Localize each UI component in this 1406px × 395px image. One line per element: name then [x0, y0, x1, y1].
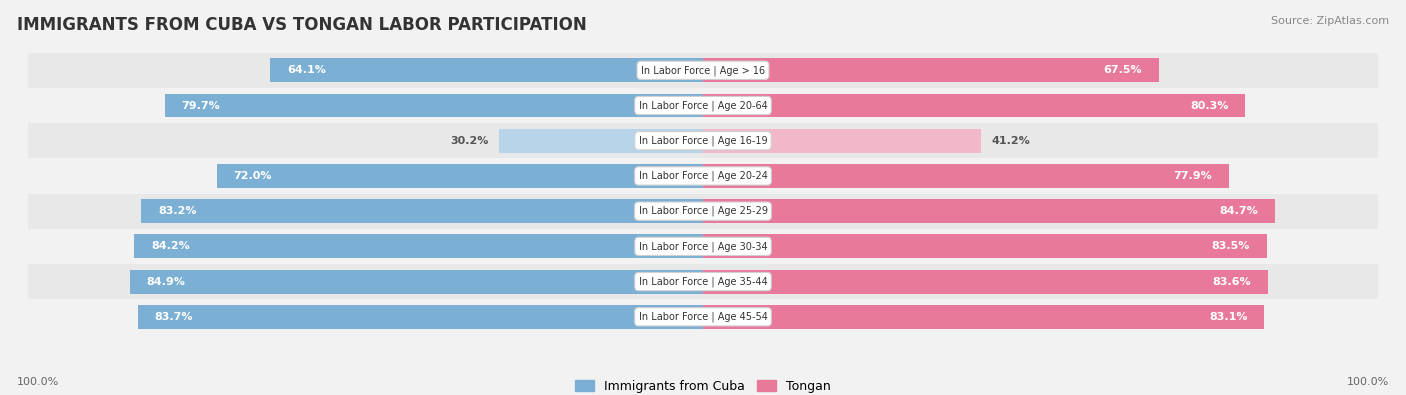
Bar: [138, 305, 703, 329]
Bar: [28, 123, 1378, 158]
Text: Source: ZipAtlas.com: Source: ZipAtlas.com: [1271, 16, 1389, 26]
Text: 72.0%: 72.0%: [233, 171, 273, 181]
Text: 100.0%: 100.0%: [17, 377, 59, 387]
Bar: [28, 299, 1378, 335]
Bar: [28, 229, 1378, 264]
Bar: [499, 129, 703, 153]
Bar: [703, 234, 1267, 258]
Bar: [28, 158, 1378, 194]
Bar: [217, 164, 703, 188]
Legend: Immigrants from Cuba, Tongan: Immigrants from Cuba, Tongan: [571, 375, 835, 395]
Text: In Labor Force | Age 20-64: In Labor Force | Age 20-64: [638, 100, 768, 111]
Text: 30.2%: 30.2%: [450, 136, 489, 146]
Bar: [703, 58, 1159, 82]
Bar: [703, 129, 981, 153]
Text: 83.1%: 83.1%: [1209, 312, 1247, 322]
Text: 83.2%: 83.2%: [157, 206, 197, 216]
Bar: [141, 199, 703, 223]
Bar: [703, 94, 1246, 117]
Text: 64.1%: 64.1%: [287, 65, 326, 75]
Text: In Labor Force | Age 20-24: In Labor Force | Age 20-24: [638, 171, 768, 181]
Bar: [28, 88, 1378, 123]
Bar: [28, 264, 1378, 299]
Text: 84.7%: 84.7%: [1219, 206, 1258, 216]
Bar: [28, 53, 1378, 88]
Text: 100.0%: 100.0%: [1347, 377, 1389, 387]
Text: 77.9%: 77.9%: [1174, 171, 1212, 181]
Text: In Labor Force | Age > 16: In Labor Force | Age > 16: [641, 65, 765, 75]
Bar: [270, 58, 703, 82]
Text: 67.5%: 67.5%: [1104, 65, 1142, 75]
Bar: [28, 194, 1378, 229]
Text: In Labor Force | Age 45-54: In Labor Force | Age 45-54: [638, 312, 768, 322]
Text: 84.9%: 84.9%: [146, 276, 186, 287]
Text: 79.7%: 79.7%: [181, 100, 221, 111]
Text: 80.3%: 80.3%: [1189, 100, 1229, 111]
Text: In Labor Force | Age 35-44: In Labor Force | Age 35-44: [638, 276, 768, 287]
Bar: [703, 164, 1229, 188]
Bar: [129, 270, 703, 293]
Text: 83.7%: 83.7%: [155, 312, 193, 322]
Text: In Labor Force | Age 30-34: In Labor Force | Age 30-34: [638, 241, 768, 252]
Bar: [165, 94, 703, 117]
Bar: [703, 305, 1264, 329]
Bar: [703, 199, 1275, 223]
Bar: [135, 234, 703, 258]
Text: In Labor Force | Age 16-19: In Labor Force | Age 16-19: [638, 135, 768, 146]
Text: 83.6%: 83.6%: [1212, 276, 1251, 287]
Text: IMMIGRANTS FROM CUBA VS TONGAN LABOR PARTICIPATION: IMMIGRANTS FROM CUBA VS TONGAN LABOR PAR…: [17, 16, 586, 34]
Text: 41.2%: 41.2%: [991, 136, 1031, 146]
Bar: [703, 270, 1268, 293]
Text: In Labor Force | Age 25-29: In Labor Force | Age 25-29: [638, 206, 768, 216]
Text: 84.2%: 84.2%: [152, 241, 190, 251]
Text: 83.5%: 83.5%: [1212, 241, 1250, 251]
